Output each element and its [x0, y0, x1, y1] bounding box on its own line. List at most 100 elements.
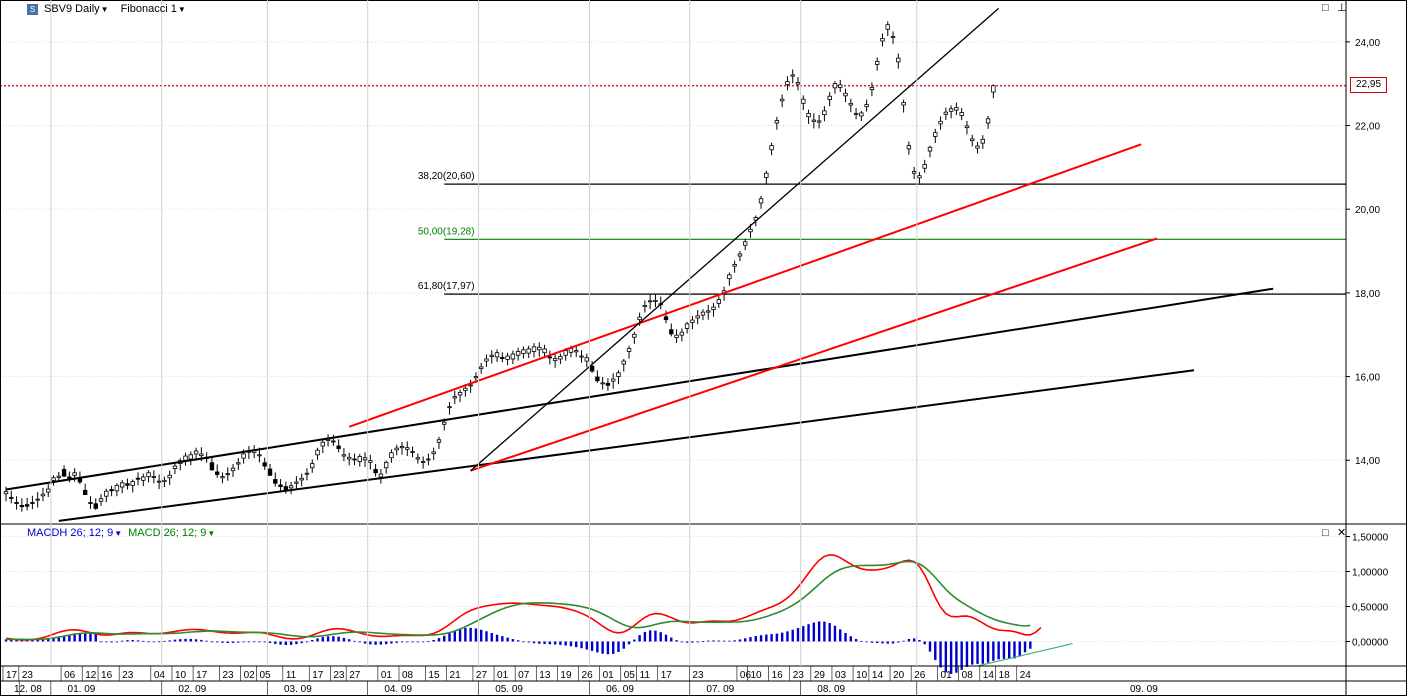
study-dropdown[interactable]: Fibonacci 1▼ [121, 3, 186, 15]
macd-histogram-bar [664, 634, 668, 642]
day-label: 23 [22, 670, 34, 681]
month-label: 03. 09 [284, 684, 312, 695]
pin-icon[interactable]: ⊥ [1337, 2, 1347, 14]
macd-dropdown[interactable]: MACD 26; 12; 9▼ [128, 527, 215, 539]
price-toolbar: S SBV9 Daily▼ Fibonacci 1▼ [27, 3, 186, 15]
macdh-dropdown[interactable]: MACDH 26; 12; 9▼ [27, 527, 122, 539]
candle-body [473, 376, 479, 379]
close-icon[interactable]: ✕ [1337, 527, 1347, 539]
candle-body [162, 479, 167, 482]
macd-histogram-bar [733, 640, 736, 642]
candle-body [663, 316, 669, 321]
candle-body [362, 457, 368, 461]
macd-histogram-bar [986, 641, 990, 663]
symbol-dropdown[interactable]: SBV9 Daily▼ [44, 3, 109, 15]
day-label: 27 [476, 670, 488, 681]
macd-histogram-bar [501, 636, 504, 642]
channel-upper-line[interactable] [348, 143, 1142, 428]
macd-histogram-bar [369, 641, 372, 645]
candle-body [415, 457, 421, 460]
candle-body [67, 476, 72, 479]
macd-histogram-bar [358, 641, 361, 643]
macd-histogram-bar [110, 641, 113, 643]
candle-body [801, 98, 806, 104]
macd-histogram-bar [311, 640, 314, 642]
candle-body [732, 264, 737, 267]
macd-histogram-bar [1002, 641, 1006, 659]
macd-histogram-bar [348, 639, 351, 642]
macd-histogram-bar [437, 638, 441, 642]
macd-histogram-bar [585, 641, 588, 650]
macd-histogram-bar [284, 641, 288, 645]
macd-histogram-bar [976, 641, 979, 664]
candle-body [991, 85, 996, 93]
macd-histogram-bar [717, 640, 720, 642]
macd-tick-label: 1,50000 [1352, 533, 1389, 544]
candle-body [399, 446, 405, 449]
candle-body [589, 365, 595, 372]
macd-histogram-bar [406, 641, 409, 643]
day-label: 17 [6, 670, 18, 681]
trend-lower-line[interactable] [58, 369, 1195, 522]
candle-body [257, 454, 262, 457]
macd-histogram-bar [84, 632, 87, 642]
candle-body [130, 481, 135, 486]
channel-lower-line[interactable] [470, 237, 1158, 472]
candle-body [859, 112, 864, 117]
candle-body [774, 120, 780, 124]
macd-histogram-bar [928, 641, 932, 652]
candle-body [848, 102, 853, 106]
candle-body [431, 451, 436, 454]
candle-body [119, 482, 125, 488]
macd-histogram-bar [701, 641, 705, 643]
candle-body [35, 498, 40, 501]
month-label: 04. 09 [384, 684, 412, 695]
macd-histogram-bar [274, 641, 277, 644]
maximize-price-icon[interactable]: □ [1322, 2, 1329, 14]
candle-body [795, 82, 801, 85]
macd-histogram-bar [157, 641, 161, 643]
candle-body [278, 484, 283, 487]
macd-histogram-bar [506, 637, 509, 642]
macd-histogram-bar [923, 641, 926, 645]
candle-body [294, 481, 299, 484]
trend-upper-line[interactable] [5, 287, 1274, 491]
day-label: 08 [402, 670, 414, 681]
macd-histogram-bar [115, 641, 119, 643]
candle-body [547, 356, 553, 359]
symbol-icon: S [27, 3, 38, 15]
macd-divergence-line[interactable] [977, 643, 1073, 667]
fib-level-label: 61,80(17,97) [418, 281, 475, 292]
macd-histogram-bar [516, 640, 520, 642]
candle-body [621, 360, 626, 365]
day-label: 11 [286, 670, 297, 681]
candle-body [769, 145, 774, 151]
candle-body [336, 445, 341, 449]
candle-body [310, 463, 315, 469]
macd-histogram-bar [300, 641, 303, 644]
day-label: 03 [835, 670, 847, 681]
fib-leg-line[interactable] [470, 7, 1000, 472]
candle-body [779, 98, 785, 102]
candle-body [880, 38, 885, 42]
candle-body [489, 354, 494, 357]
maximize-macd-icon[interactable]: □ [1322, 527, 1329, 539]
macd-histogram-bar [194, 639, 198, 642]
macd-histogram-bar [559, 641, 562, 645]
candle-body [600, 382, 605, 385]
chevron-down-icon: ▼ [100, 5, 109, 14]
day-label: 23 [793, 670, 805, 681]
candle-body [484, 358, 489, 362]
candle-body [83, 489, 88, 495]
candle-body [706, 310, 711, 313]
candle-body [378, 473, 384, 478]
macd-histogram-bar [226, 641, 229, 644]
macd-histogram-bar [258, 641, 261, 643]
day-label: 01 [381, 670, 393, 681]
macd-histogram-bar [606, 641, 610, 655]
macd-histogram-bar [179, 639, 182, 642]
candle-body [838, 84, 843, 88]
month-label: 09. 09 [1130, 684, 1158, 695]
macd-histogram-bar [596, 641, 599, 653]
